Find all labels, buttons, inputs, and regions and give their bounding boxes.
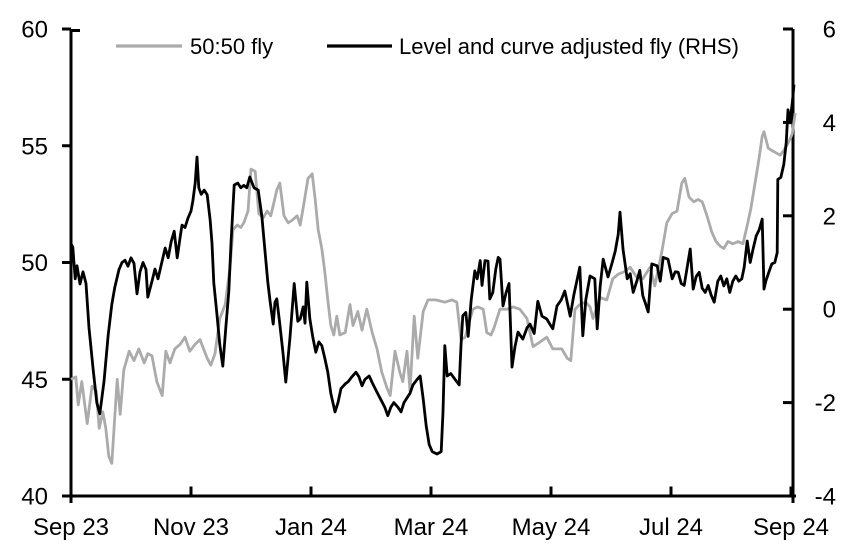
left-axis-tick-label: 60 bbox=[21, 17, 48, 44]
legend-5050-fly-label: 50:50 fly bbox=[190, 34, 273, 59]
left-axis-tick-label: 55 bbox=[21, 133, 48, 160]
right-axis-tick-label: 6 bbox=[823, 17, 836, 44]
x-axis-tick-label: Sep 24 bbox=[753, 514, 829, 541]
right-axis-tick-label: 0 bbox=[823, 297, 836, 324]
x-axis-tick-label: May 24 bbox=[512, 514, 591, 541]
x-axis-tick-label: Jul 24 bbox=[639, 514, 703, 541]
x-axis-tick-label: Sep 23 bbox=[33, 514, 109, 541]
axes bbox=[62, 27, 796, 503]
right-axis-tick-label: 2 bbox=[823, 203, 836, 230]
right-axis-tick-label: -4 bbox=[815, 484, 836, 511]
legend: 50:50 fly Level and curve adjusted fly (… bbox=[116, 34, 739, 59]
right-axis-tick-label: -2 bbox=[815, 390, 836, 417]
right-axis-tick-label: 4 bbox=[823, 110, 836, 137]
series-5050-fly-line bbox=[70, 112, 797, 465]
left-axis-tick-label: 40 bbox=[21, 484, 48, 511]
left-axis-tick-label: 45 bbox=[21, 367, 48, 394]
x-axis-tick-label: Mar 24 bbox=[394, 514, 469, 541]
legend-adjusted-fly-label: Level and curve adjusted fly (RHS) bbox=[399, 34, 739, 59]
left-axis-tick-label: 50 bbox=[21, 250, 48, 277]
x-axis-tick-label: Jan 24 bbox=[275, 514, 347, 541]
tick-labels: 60 55 50 45 40 6 4 2 0 -2 -4 Sep 23 Nov 23 Jan 24 Mar … bbox=[21, 17, 836, 542]
x-axis-tick-label: Nov 23 bbox=[153, 514, 229, 541]
series-level-curve-adjusted-fly-line bbox=[69, 84, 796, 456]
